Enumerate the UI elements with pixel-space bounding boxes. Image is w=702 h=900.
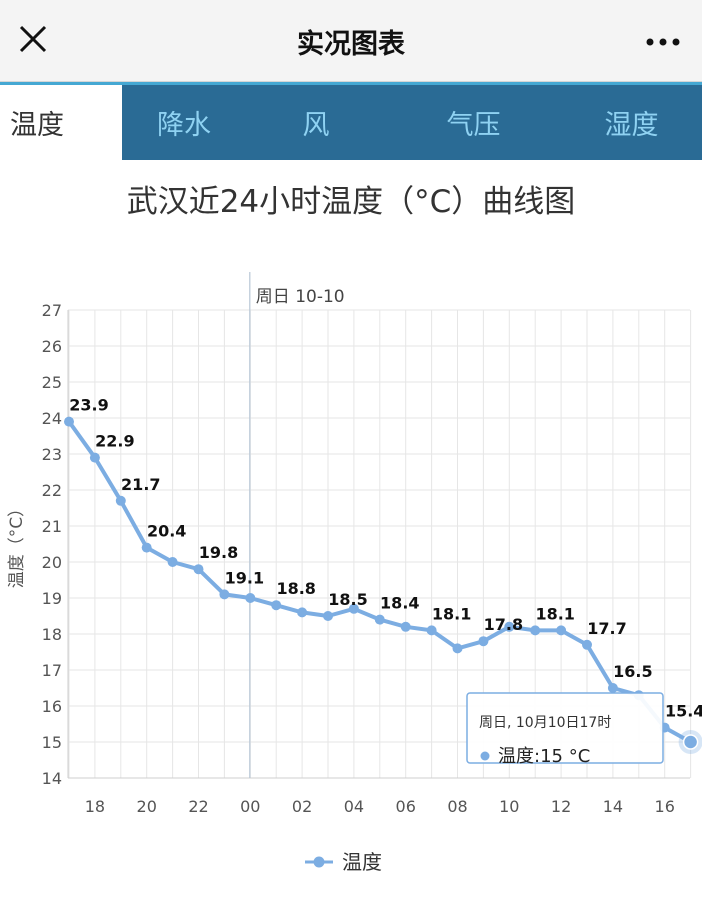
tab-bar: 温度 降水 风 气压 湿度 xyxy=(0,85,702,160)
data-label: 18.5 xyxy=(328,590,367,609)
data-point xyxy=(193,564,204,575)
y-tick-label: 26 xyxy=(42,337,62,356)
data-point xyxy=(582,639,592,650)
data-point-highlighted xyxy=(682,734,699,750)
x-tick-label: 14 xyxy=(603,797,623,816)
data-label: 16.5 xyxy=(613,662,652,681)
y-tick-label: 16 xyxy=(42,697,62,716)
tab-pressure[interactable]: 气压 xyxy=(446,110,501,141)
tab-wind[interactable]: 风 xyxy=(302,110,330,141)
data-point xyxy=(478,636,489,647)
y-tick-label: 21 xyxy=(42,517,62,536)
data-point xyxy=(219,589,230,600)
y-tick-label: 23 xyxy=(42,445,62,464)
tooltip-value: 温度:15 °C xyxy=(498,746,590,767)
data-point xyxy=(400,621,411,632)
y-tick-label: 15 xyxy=(42,733,62,752)
y-tick-label: 18 xyxy=(42,625,62,644)
x-tick-label: 08 xyxy=(447,797,467,816)
data-point xyxy=(167,557,178,567)
data-label: 23.9 xyxy=(69,396,108,415)
data-point xyxy=(141,542,152,553)
close-icon xyxy=(19,25,47,53)
data-label: 19.1 xyxy=(225,568,264,587)
x-tick-label: 20 xyxy=(137,797,157,816)
tooltip-title: 周日, 10月10日17时 xyxy=(479,715,611,731)
tab-humidity[interactable]: 湿度 xyxy=(604,110,659,141)
data-point xyxy=(245,593,256,603)
data-label: 17.7 xyxy=(587,619,626,638)
data-point xyxy=(504,621,515,632)
y-tick-label: 17 xyxy=(42,661,62,680)
tab-precipitation[interactable]: 降水 xyxy=(157,110,211,141)
data-point xyxy=(452,643,463,654)
x-tick-label: 06 xyxy=(396,797,416,816)
x-tick-label: 10 xyxy=(499,797,519,816)
data-label: 17.8 xyxy=(484,615,523,634)
title-bar-accent xyxy=(0,82,702,85)
data-label: 18.4 xyxy=(380,594,419,613)
data-label: 19.8 xyxy=(199,543,238,562)
more-options-button[interactable] xyxy=(638,22,688,62)
y-tick-label: 20 xyxy=(42,553,62,572)
data-point xyxy=(271,600,282,611)
data-point xyxy=(530,625,541,636)
close-button[interactable] xyxy=(8,14,58,64)
x-tick-label: 02 xyxy=(292,797,312,816)
y-axis-title: 温度（°C） xyxy=(7,500,27,588)
data-label: 21.7 xyxy=(121,475,160,494)
y-tick-label: 14 xyxy=(42,769,62,788)
y-tick-label: 22 xyxy=(42,481,62,500)
x-tick-label: 00 xyxy=(240,797,260,816)
y-tick-label: 24 xyxy=(42,409,62,428)
y-tick-label: 25 xyxy=(42,373,62,392)
data-point xyxy=(64,416,74,427)
day-marker-label: 周日 10-10 xyxy=(256,287,345,307)
legend-marker xyxy=(313,856,325,868)
x-tick-label: 16 xyxy=(655,797,675,816)
data-point xyxy=(323,611,333,621)
tab-temperature[interactable]: 温度 xyxy=(0,85,122,160)
x-tick-label: 22 xyxy=(188,797,208,816)
title-bar: 实况图表 xyxy=(0,0,702,82)
x-tick-label: 04 xyxy=(344,797,364,816)
data-label: 18.8 xyxy=(276,579,315,598)
data-point xyxy=(115,495,126,506)
data-label: 15.4 xyxy=(665,702,702,721)
y-tick-label: 27 xyxy=(42,301,62,320)
temperature-chart: 14 15 16 17 18 19 20 21 22 23 24 25 26 27 18 20 22 00 02 04… xyxy=(7,272,702,874)
legend-label: 温度 xyxy=(342,850,382,874)
data-label: 18.1 xyxy=(535,604,574,623)
data-point xyxy=(556,625,567,636)
x-tick-label: 12 xyxy=(551,797,571,816)
x-tick-label: 18 xyxy=(85,797,105,816)
data-label: 18.1 xyxy=(432,604,471,623)
data-point xyxy=(297,607,308,618)
data-point xyxy=(607,683,618,693)
more-icon xyxy=(646,38,680,46)
tooltip-box xyxy=(466,692,664,764)
data-point xyxy=(426,625,437,636)
data-point xyxy=(374,614,385,625)
page-title: 实况图表 xyxy=(297,29,405,60)
data-label: 20.4 xyxy=(147,522,186,541)
data-point xyxy=(348,603,359,614)
tooltip-series-marker xyxy=(480,751,490,761)
chart-title: 武汉近24小时温度（°C）曲线图 xyxy=(126,184,576,220)
data-label: 22.9 xyxy=(95,432,134,451)
data-point xyxy=(89,452,100,463)
y-tick-label: 19 xyxy=(42,589,62,608)
